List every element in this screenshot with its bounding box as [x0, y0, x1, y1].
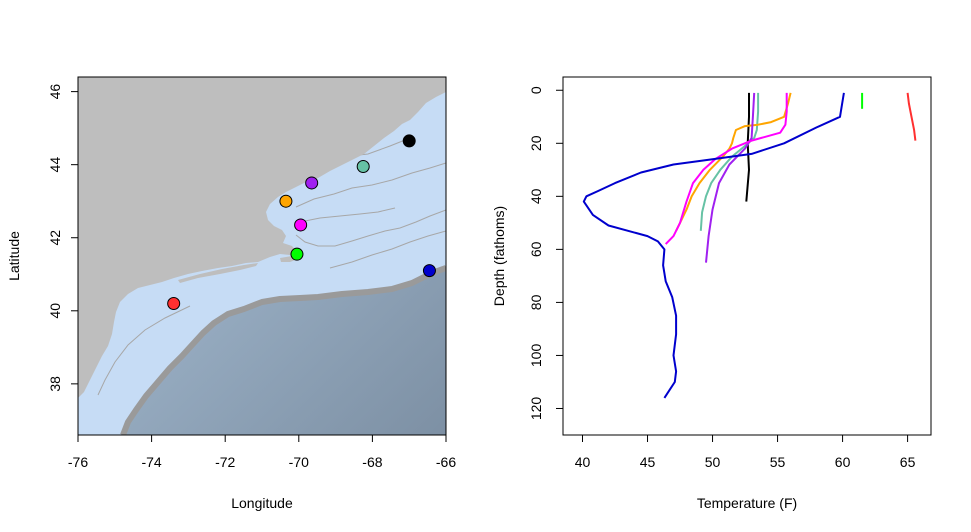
station-markers	[167, 134, 436, 310]
y-tick-label: 20	[528, 135, 544, 151]
profile-line	[582, 92, 845, 399]
station-point	[294, 218, 308, 232]
y-tick-label: 120	[528, 397, 544, 421]
profile-frame	[562, 76, 932, 436]
y-tick-label: 42	[47, 230, 63, 246]
island	[178, 263, 258, 283]
depth-contour	[295, 209, 446, 247]
depth-contour	[295, 162, 446, 208]
x-tick-label: 45	[640, 454, 656, 470]
x-tick-label: -68	[362, 454, 382, 470]
profile-line	[705, 92, 756, 263]
y-tick-label: 100	[528, 344, 544, 368]
profile-y-axis-label: Depth (fathoms)	[491, 206, 507, 306]
y-tick-label: 44	[47, 157, 63, 173]
depth-contour	[329, 230, 446, 269]
map-x-axis: -76 -74 -72 -70 -68 -66	[68, 434, 456, 470]
station-point	[290, 247, 304, 261]
x-tick-label: -66	[436, 454, 456, 470]
y-tick-label: 0	[528, 86, 544, 94]
depth-contour	[97, 305, 191, 396]
station-point	[422, 264, 436, 278]
y-tick-label: 40	[528, 188, 544, 204]
profile-x-axis-label: Temperature (F)	[697, 495, 797, 511]
x-tick-label: 40	[575, 454, 591, 470]
station-point	[402, 134, 416, 148]
y-tick-label: 80	[528, 294, 544, 310]
x-tick-label: -74	[141, 454, 161, 470]
temperature-profiles	[582, 92, 917, 399]
profile-line	[675, 92, 792, 232]
x-tick-label: -72	[215, 454, 235, 470]
profile-panel: 40 45 50 55 60 65 0 20 40 60 80 100 120 Temperature…	[491, 76, 932, 511]
map-y-axis: 38 40 42 44 46	[47, 84, 79, 392]
x-tick-label: 55	[770, 454, 786, 470]
depth-contour	[299, 207, 396, 223]
map-x-axis-label: Longitude	[231, 495, 293, 511]
y-tick-label: 40	[47, 303, 63, 319]
profile-x-axis: 40 45 50 55 60 65	[575, 434, 916, 470]
map-y-axis-label: Latitude	[6, 231, 22, 281]
profile-line	[906, 92, 917, 141]
y-tick-label: 46	[47, 84, 63, 100]
station-point	[167, 296, 181, 310]
y-tick-label: 38	[47, 376, 63, 392]
x-tick-label: -70	[289, 454, 309, 470]
station-point	[356, 160, 370, 173]
station-point	[279, 194, 293, 208]
y-tick-label: 60	[528, 241, 544, 257]
x-tick-label: 50	[705, 454, 721, 470]
station-point	[305, 176, 319, 190]
shelf-edge	[120, 265, 446, 435]
land	[78, 77, 446, 398]
x-tick-label: -76	[68, 454, 88, 470]
x-tick-label: 60	[835, 454, 851, 470]
profile-y-axis: 0 20 40 60 80 100 120	[528, 86, 564, 421]
x-tick-label: 65	[900, 454, 916, 470]
